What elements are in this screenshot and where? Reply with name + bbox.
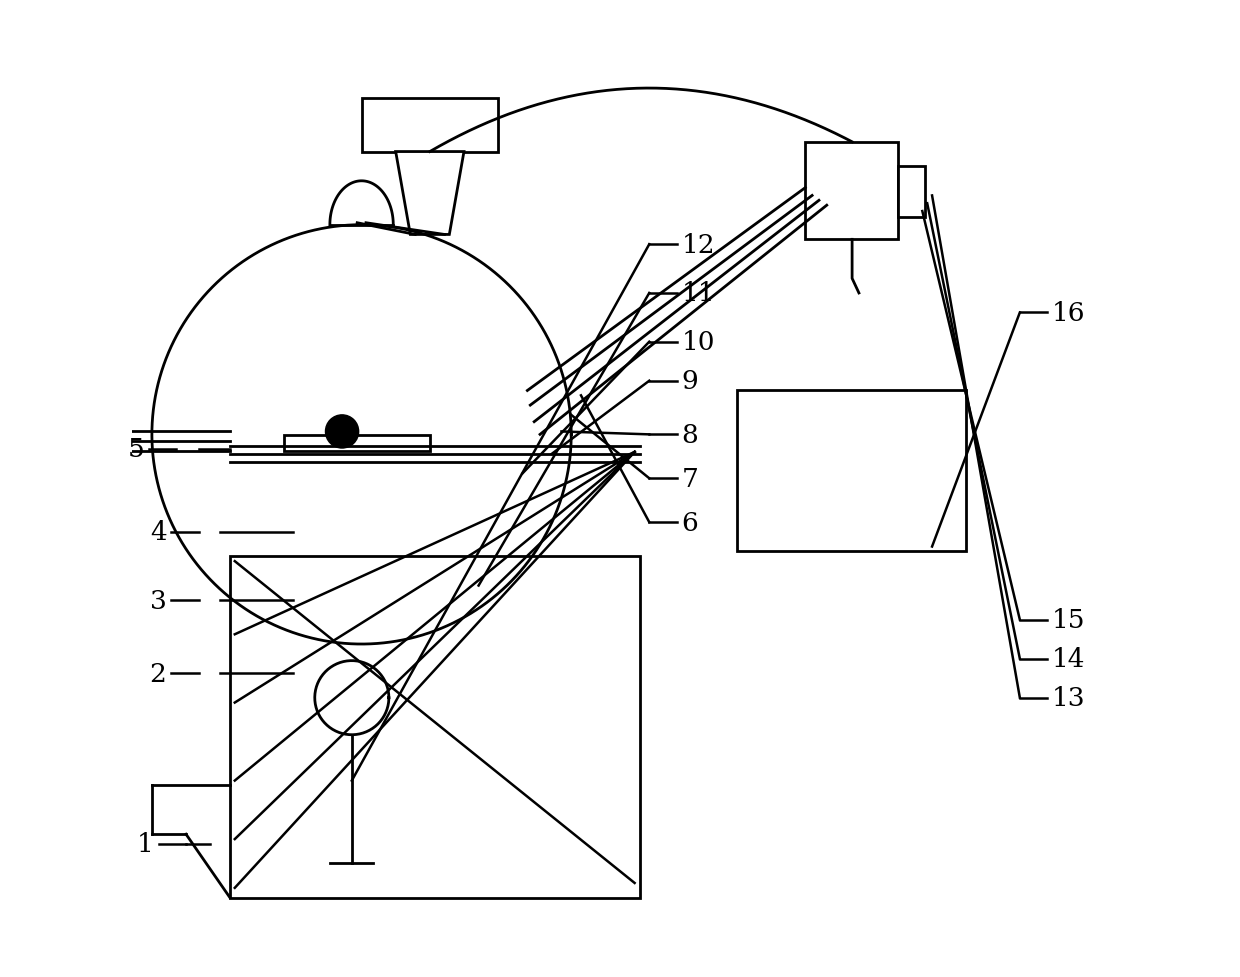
Text: 6: 6 — [682, 510, 698, 535]
Text: 12: 12 — [682, 233, 715, 257]
Text: 14: 14 — [1052, 647, 1085, 671]
Bar — [805, 143, 898, 240]
Text: 1: 1 — [138, 831, 154, 857]
Bar — [737, 391, 966, 552]
Bar — [898, 167, 925, 218]
Text: 9: 9 — [682, 369, 698, 394]
Text: 7: 7 — [682, 466, 698, 491]
Circle shape — [325, 415, 358, 448]
Text: 8: 8 — [682, 422, 698, 447]
Text: 4: 4 — [150, 520, 166, 545]
Text: 3: 3 — [150, 588, 166, 613]
Polygon shape — [396, 152, 464, 235]
Text: 2: 2 — [150, 661, 166, 686]
Bar — [284, 436, 430, 451]
Text: 13: 13 — [1052, 686, 1086, 710]
Bar — [229, 557, 640, 898]
Bar — [362, 99, 498, 152]
Text: 16: 16 — [1052, 301, 1085, 325]
Text: 15: 15 — [1052, 608, 1085, 632]
Text: 5: 5 — [128, 437, 144, 462]
Text: 10: 10 — [682, 330, 715, 355]
Text: 11: 11 — [682, 281, 715, 306]
